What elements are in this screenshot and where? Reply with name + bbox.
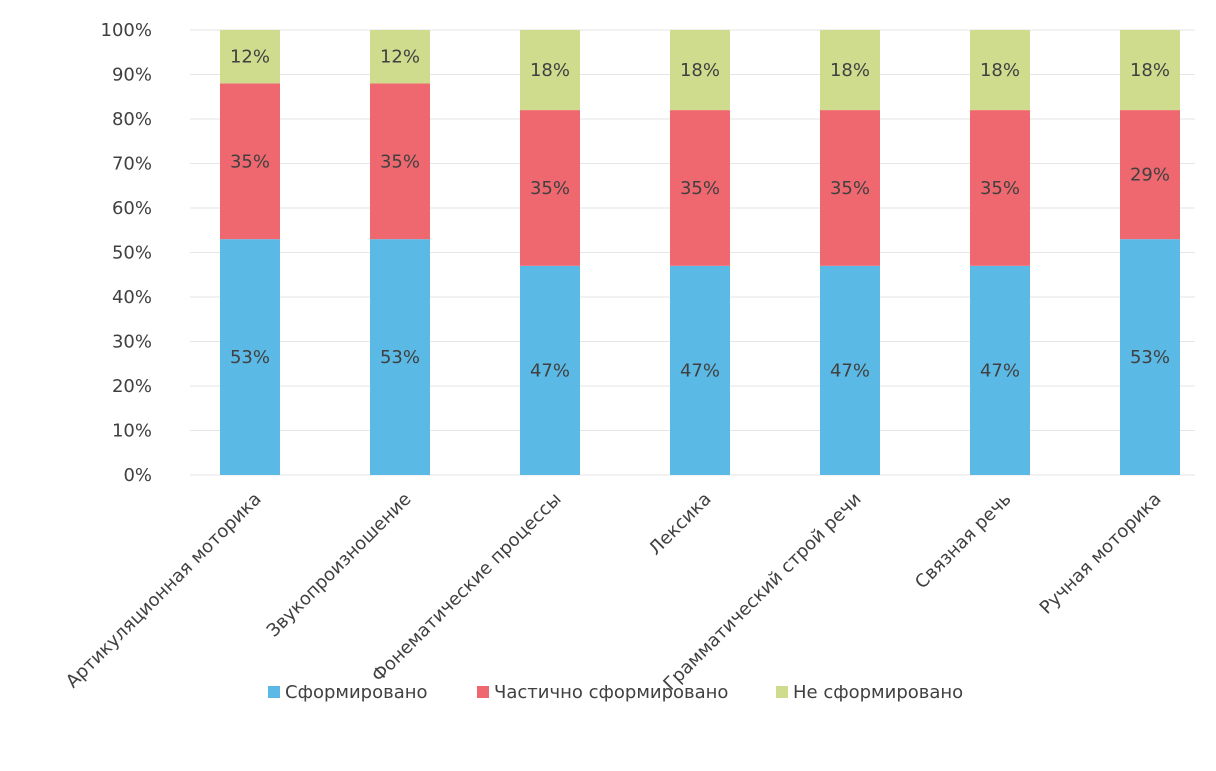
data-label: 18% <box>680 60 720 81</box>
y-tick-label: 60% <box>112 198 152 219</box>
data-label: 47% <box>680 360 720 381</box>
bar-segment-partially-formed <box>1120 110 1180 240</box>
data-label: 47% <box>530 360 570 381</box>
bar-segment-partially-formed <box>820 110 880 266</box>
data-label: 35% <box>980 178 1020 199</box>
data-label: 35% <box>830 178 870 199</box>
bar-segment-formed <box>970 265 1030 475</box>
y-tick-label: 80% <box>112 109 152 130</box>
y-tick-label: 70% <box>112 154 152 175</box>
y-tick-label: 10% <box>112 421 152 442</box>
y-axis-ticks: 0% 10% 20% 30% 40% 50% 60% 70% 80% 90% 100% <box>101 20 152 486</box>
data-label: 35% <box>230 151 270 172</box>
x-axis-categories: Артикуляционная моторикаЗвукопроизношени… <box>62 489 1166 695</box>
bar-segment-formed <box>520 265 580 475</box>
y-tick-label: 100% <box>101 20 152 41</box>
data-label: 18% <box>980 60 1020 81</box>
y-tick-label: 30% <box>112 332 152 353</box>
bar-segment-formed <box>670 265 730 475</box>
bar-segment-not-formed <box>1120 30 1180 111</box>
data-label: 12% <box>380 47 420 68</box>
bar-segment-formed <box>220 239 280 475</box>
bar-segment-formed <box>820 265 880 475</box>
data-label: 53% <box>380 347 420 368</box>
bar-segment-partially-formed <box>670 110 730 266</box>
legend-label: Сформировано <box>285 682 428 703</box>
bar-segment-formed <box>1120 239 1180 475</box>
y-tick-label: 40% <box>112 287 152 308</box>
bar-segment-not-formed <box>670 30 730 111</box>
bar-segment-not-formed <box>970 30 1030 111</box>
legend-swatch <box>776 686 788 698</box>
data-label: 47% <box>830 360 870 381</box>
legend: Сформировано Частично сформировано Не сфор… <box>268 682 963 703</box>
legend-swatch <box>477 686 489 698</box>
data-label: 18% <box>830 60 870 81</box>
bar-segment-not-formed <box>820 30 880 111</box>
x-category-label: Звукопроизношение <box>263 489 416 642</box>
data-label: 47% <box>980 360 1020 381</box>
data-label: 53% <box>1130 347 1170 368</box>
data-label: 35% <box>530 178 570 199</box>
bar-segment-partially-formed <box>970 110 1030 266</box>
data-label: 12% <box>230 47 270 68</box>
bar-segment-not-formed <box>370 30 430 84</box>
x-category-label: Связная речь <box>911 489 1015 593</box>
bars <box>220 30 1180 475</box>
y-tick-label: 50% <box>112 243 152 264</box>
y-tick-label: 0% <box>123 465 152 486</box>
x-category-label: Ручная моторика <box>1036 489 1166 619</box>
legend-label: Не сформировано <box>793 682 963 703</box>
y-tick-label: 90% <box>112 65 152 86</box>
bar-segment-partially-formed <box>370 83 430 240</box>
data-label: 18% <box>530 60 570 81</box>
data-label: 35% <box>680 178 720 199</box>
bar-segment-partially-formed <box>520 110 580 266</box>
legend-label: Частично сформировано <box>494 682 728 703</box>
y-tick-label: 20% <box>112 376 152 397</box>
bar-segment-partially-formed <box>220 83 280 240</box>
data-labels: 53% 35% 12% 53% 35% 12% 47% 35% 18% 47% 35% 18% 47% 3… <box>230 47 1170 382</box>
x-category-label: Артикуляционная моторика <box>62 489 266 693</box>
bar-segment-not-formed <box>220 30 280 84</box>
data-label: 18% <box>1130 60 1170 81</box>
legend-swatch <box>268 686 280 698</box>
bar-segment-formed <box>370 239 430 475</box>
data-label: 29% <box>1130 165 1170 186</box>
data-label: 53% <box>230 347 270 368</box>
x-category-label: Лексика <box>645 489 716 560</box>
bar-segment-not-formed <box>520 30 580 111</box>
data-label: 35% <box>380 151 420 172</box>
